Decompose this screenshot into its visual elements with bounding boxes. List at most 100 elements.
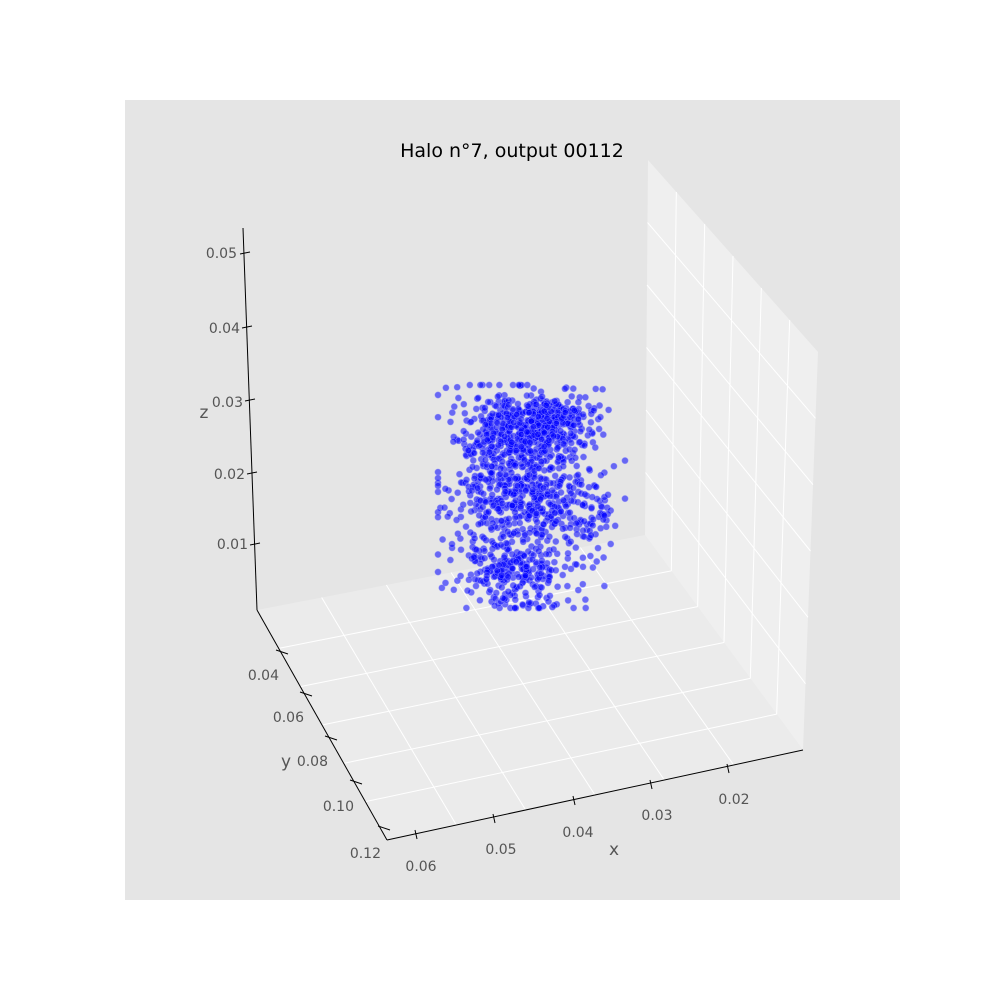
scatter-point bbox=[566, 524, 574, 532]
scatter-point bbox=[574, 586, 582, 594]
scatter-point bbox=[473, 569, 481, 577]
scatter-point bbox=[512, 496, 520, 504]
scatter-point bbox=[495, 381, 503, 389]
scatter-point bbox=[539, 520, 547, 528]
scatter-point bbox=[600, 512, 608, 520]
scatter-point bbox=[484, 508, 492, 516]
grid-line bbox=[647, 222, 816, 419]
scatter-point bbox=[589, 521, 597, 529]
scatter-point bbox=[545, 436, 553, 444]
scatter-point bbox=[481, 404, 489, 412]
scatter-point bbox=[476, 381, 484, 389]
scatter-point bbox=[579, 563, 587, 571]
scatter-point bbox=[576, 427, 584, 435]
scatter-point bbox=[540, 407, 548, 415]
scatter-point bbox=[505, 401, 513, 409]
scatter-point bbox=[585, 465, 593, 473]
scatter-point bbox=[597, 524, 605, 532]
scatter-point bbox=[523, 428, 531, 436]
scatter-point bbox=[514, 400, 522, 408]
scatter-point bbox=[481, 421, 489, 429]
tick-mark bbox=[241, 325, 253, 329]
scatter-point bbox=[579, 501, 587, 509]
scatter-point bbox=[509, 381, 517, 389]
z-tick-label: 0.03 bbox=[212, 395, 243, 411]
scatter-point bbox=[517, 443, 525, 451]
tick-mark bbox=[244, 398, 256, 402]
scatter-point bbox=[570, 421, 578, 429]
scatter-point bbox=[529, 565, 537, 573]
z-tick-label: 0.02 bbox=[214, 467, 245, 483]
scatter-point bbox=[542, 550, 550, 558]
scatter-point bbox=[434, 482, 442, 490]
scatter-point bbox=[527, 447, 535, 455]
scatter-point bbox=[567, 538, 575, 546]
scatter-point bbox=[487, 419, 495, 427]
scatter-point bbox=[523, 392, 531, 400]
scatter-point bbox=[579, 554, 587, 562]
scatter-point bbox=[434, 550, 442, 558]
scatter-point bbox=[488, 462, 496, 470]
scatter-point bbox=[559, 571, 567, 579]
scatter-point bbox=[461, 409, 469, 417]
scatter-point bbox=[574, 415, 582, 423]
scatter-point bbox=[475, 511, 483, 519]
scatter-point bbox=[490, 501, 498, 509]
z-tick-label: 0.01 bbox=[217, 537, 248, 553]
scatter-point bbox=[568, 392, 576, 400]
scatter-point bbox=[495, 561, 503, 569]
scatter-point bbox=[475, 520, 483, 528]
scatter-point bbox=[552, 517, 560, 525]
scatter-point bbox=[446, 418, 454, 426]
scatter-point bbox=[522, 563, 530, 571]
scatter-point bbox=[504, 588, 512, 596]
scatter-point bbox=[524, 402, 532, 410]
scatter-point bbox=[457, 546, 465, 554]
scatter-point bbox=[547, 463, 555, 471]
scatter-point bbox=[512, 558, 520, 566]
scatter-point bbox=[600, 553, 608, 561]
scatter-point bbox=[550, 558, 558, 566]
scatter-point bbox=[522, 487, 530, 495]
scatter-point bbox=[537, 570, 545, 578]
scatter-point bbox=[538, 557, 546, 565]
scatter-point bbox=[467, 433, 475, 441]
scatter-point bbox=[462, 523, 470, 531]
scatter-point bbox=[555, 454, 563, 462]
scatter-point bbox=[434, 513, 442, 521]
scatter-point bbox=[471, 534, 479, 542]
scatter-point bbox=[498, 571, 506, 579]
scatter-point bbox=[551, 397, 559, 405]
scatter-point bbox=[546, 592, 554, 600]
scatter-point bbox=[599, 385, 607, 393]
scatter-point bbox=[448, 495, 456, 503]
scatter-point bbox=[535, 591, 543, 599]
scatter-point bbox=[610, 462, 618, 470]
scatter-point bbox=[498, 458, 506, 466]
scatter-point bbox=[505, 521, 513, 529]
scatter-point bbox=[513, 411, 521, 419]
scatter-point bbox=[557, 488, 565, 496]
scatter-point bbox=[539, 484, 547, 492]
scatter-point bbox=[515, 573, 523, 581]
scatter-point bbox=[517, 430, 525, 438]
scatter-point bbox=[536, 495, 544, 503]
scatter-point bbox=[511, 508, 519, 516]
scatter-point bbox=[552, 493, 560, 501]
scatter-point bbox=[466, 528, 474, 536]
scatter-point bbox=[573, 530, 581, 538]
scatter-point bbox=[581, 393, 589, 401]
scatter-point bbox=[466, 381, 474, 389]
scatter-point bbox=[434, 413, 442, 421]
scatter-point bbox=[533, 530, 541, 538]
scatter-point bbox=[460, 436, 468, 444]
scatter-point bbox=[492, 402, 500, 410]
scatter-point bbox=[465, 576, 473, 584]
tick-mark bbox=[572, 795, 576, 806]
scatter-point bbox=[572, 519, 580, 527]
scatter-point bbox=[542, 401, 550, 409]
scatter-point bbox=[543, 414, 551, 422]
tick-mark bbox=[239, 251, 251, 255]
scatter-point bbox=[440, 504, 448, 512]
